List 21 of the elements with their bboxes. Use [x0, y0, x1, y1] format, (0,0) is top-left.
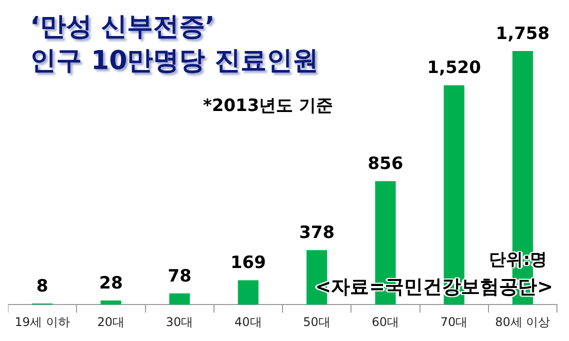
- data-label: 856: [368, 154, 404, 174]
- data-label: 169: [230, 253, 266, 274]
- x-tick-label: 70대: [440, 314, 468, 329]
- chart-title: ‘만성 신부전증’ 인구 10만명당 진료인원: [30, 11, 318, 78]
- data-label: 28: [99, 273, 123, 294]
- x-tick-label: 19세 이하: [14, 314, 70, 329]
- annotation: *2013년도 기준: [203, 95, 334, 117]
- data-label: 378: [299, 222, 335, 243]
- data-label: 1,520: [427, 58, 482, 78]
- data-label: 8: [36, 276, 48, 296]
- x-tick-label: 20대: [97, 314, 125, 329]
- x-tick-label: 80세 이상: [495, 314, 550, 329]
- data-label: 78: [168, 266, 192, 286]
- bar: [100, 300, 122, 305]
- x-tick-label: 40대: [234, 314, 262, 329]
- bar: [238, 280, 258, 305]
- x-tick-label: 60대: [372, 314, 400, 329]
- x-tick-label: 30대: [166, 314, 194, 329]
- data-label: 1,758: [496, 24, 550, 44]
- bar: [169, 293, 190, 305]
- x-tick-label: 50대: [303, 314, 330, 329]
